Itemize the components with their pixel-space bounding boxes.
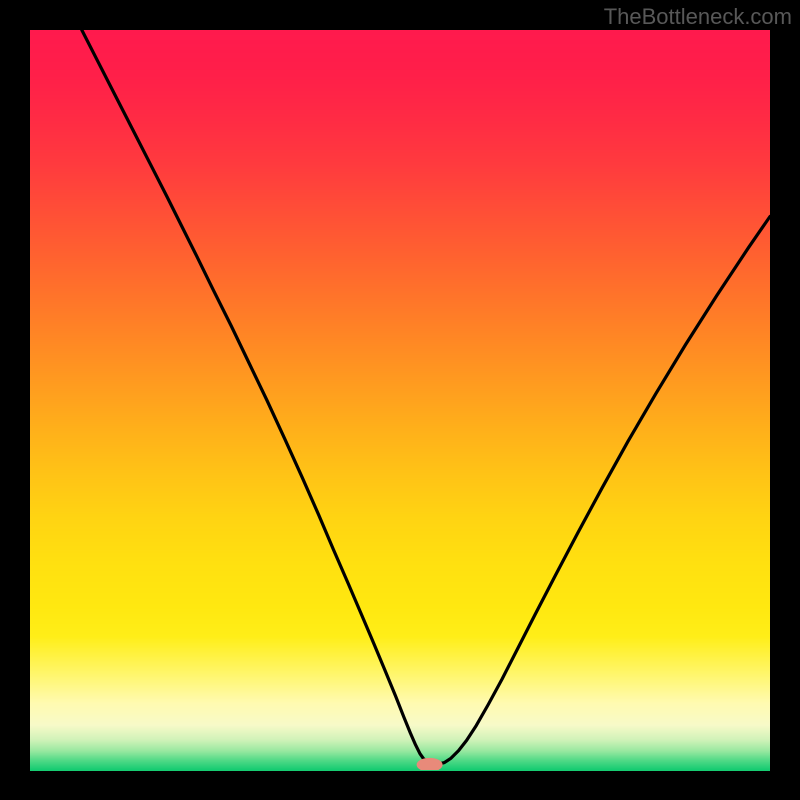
attribution-text: TheBottleneck.com	[604, 4, 792, 30]
bottleneck-line	[82, 30, 770, 764]
chart-frame: TheBottleneck.com	[0, 0, 800, 800]
bottleneck-curve	[30, 30, 770, 770]
plot-area	[30, 30, 770, 770]
optimal-point-marker	[417, 758, 443, 770]
